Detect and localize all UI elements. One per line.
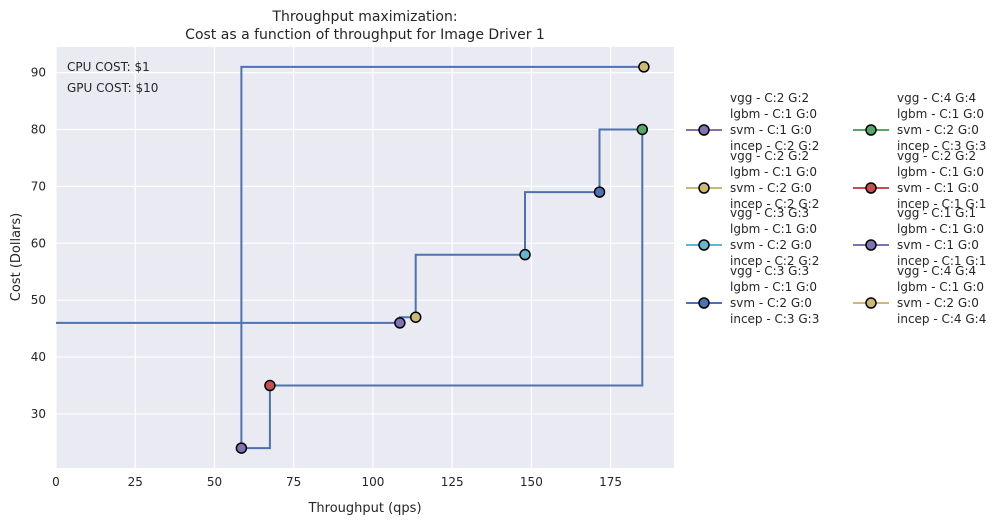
x-tick-label: 25 (128, 475, 143, 489)
legend-label-line: incep - C:2 G:2 (730, 139, 819, 153)
legend-label-line: svm - C:2 G:0 (730, 238, 812, 252)
legend-label-line: lgbm - C:1 G:0 (897, 222, 984, 236)
y-tick-label: 80 (31, 122, 46, 136)
legend-marker (865, 297, 877, 309)
data-points (235, 61, 650, 454)
legend-entry: vgg - C:3 G:3 lgbm - C:1 G:0 svm - C:2 G:0… (686, 206, 819, 268)
legend-label-line: vgg - C:3 G:3 (730, 264, 809, 278)
plot-area (56, 47, 674, 468)
y-tick-label: 60 (31, 236, 46, 250)
legend-label-line: vgg - C:1 G:1 (897, 206, 976, 220)
y-tick-label: 40 (31, 350, 46, 364)
legend-label-line: vgg - C:3 G:3 (730, 206, 809, 220)
legend-label-line: lgbm - C:1 G:0 (730, 280, 817, 294)
data-point (235, 442, 248, 454)
legend-label-line: incep - C:2 G:2 (730, 254, 819, 268)
data-point (593, 186, 606, 198)
legend-marker (865, 239, 877, 251)
legend-label-line: incep - C:1 G:1 (897, 197, 986, 211)
x-axis-label: Throughput (qps) (307, 501, 421, 516)
legend-label-line: svm - C:1 G:0 (730, 123, 812, 137)
legend-label-line: lgbm - C:1 G:0 (730, 107, 817, 121)
legend-entry: vgg - C:1 G:1 lgbm - C:1 G:0 svm - C:1 G:0… (853, 206, 986, 268)
x-tick-label: 50 (207, 475, 222, 489)
legend-label-line: vgg - C:2 G:2 (897, 149, 976, 163)
legend-marker (698, 182, 710, 194)
legend-marker (698, 124, 710, 136)
data-point (394, 317, 406, 329)
legend-label-line: svm - C:1 G:0 (897, 238, 979, 252)
data-point (519, 248, 531, 261)
legend-marker (865, 182, 877, 194)
legend-label-line: lgbm - C:1 G:0 (897, 107, 984, 121)
legend-label-line: vgg - C:2 G:2 (730, 149, 809, 163)
legend-label-line: svm - C:2 G:0 (897, 123, 979, 137)
legend-label-line: svm - C:2 G:0 (730, 296, 812, 310)
legend-entry: vgg - C:4 G:4 lgbm - C:1 G:0 svm - C:2 G:0… (853, 91, 986, 153)
x-tick-label: 100 (361, 475, 384, 489)
legend-label-line: incep - C:4 G:4 (897, 312, 986, 326)
y-tick-label: 50 (31, 293, 46, 307)
legend-label-line: lgbm - C:1 G:0 (730, 165, 817, 179)
legend-label-line: lgbm - C:1 G:0 (897, 165, 984, 179)
legend-label-line: lgbm - C:1 G:0 (730, 222, 817, 236)
legend-label-line: svm - C:2 G:0 (897, 296, 979, 310)
legend-label-line: svm - C:1 G:0 (897, 181, 979, 195)
x-tick-label: 0 (52, 475, 60, 489)
data-point (638, 61, 650, 73)
legend-marker (865, 124, 877, 136)
y-tick-label: 70 (31, 179, 46, 193)
legend-entry: vgg - C:3 G:3 lgbm - C:1 G:0 svm - C:2 G:0… (686, 264, 819, 326)
legend-label-line: incep - C:2 G:2 (730, 197, 819, 211)
legend-label-line: incep - C:3 G:3 (730, 312, 819, 326)
legend: vgg - C:2 G:2 lgbm - C:1 G:0 svm - C:1 G:0… (686, 91, 986, 326)
grid-lines (55, 47, 674, 468)
x-tick-label: 125 (441, 475, 464, 489)
tick-labels: 0 25 50 75 100 125 150 175 30 40 50 60 70 80 90 (31, 66, 622, 489)
x-tick-label: 150 (520, 475, 543, 489)
legend-label-line: vgg - C:2 G:2 (730, 91, 809, 105)
chart-title-line-2: Cost as a function of throughput for Ima… (185, 27, 545, 43)
legend-entry: vgg - C:4 G:4 lgbm - C:1 G:0 svm - C:2 G:0… (853, 264, 986, 326)
legend-marker (698, 297, 710, 309)
legend-entry: vgg - C:2 G:2 lgbm - C:1 G:0 svm - C:1 G:0… (686, 91, 819, 153)
data-point (636, 123, 649, 136)
legend-label-line: svm - C:2 G:0 (730, 181, 812, 195)
cpu-cost-annotation: CPU COST: $1 (67, 60, 150, 74)
data-point (264, 379, 276, 392)
legend-label-line: incep - C:1 G:1 (897, 254, 986, 268)
data-point (409, 311, 422, 323)
legend-marker (698, 239, 710, 251)
x-tick-label: 175 (599, 475, 622, 489)
legend-entry: vgg - C:2 G:2 lgbm - C:1 G:0 svm - C:2 G:0… (686, 149, 819, 211)
legend-entry: vgg - C:2 G:2 lgbm - C:1 G:0 svm - C:1 G:0… (853, 149, 986, 211)
legend-label-line: lgbm - C:1 G:0 (897, 280, 984, 294)
legend-label-line: incep - C:3 G:3 (897, 139, 986, 153)
cost-step-line (56, 65, 644, 450)
legend-label-line: vgg - C:4 G:4 (897, 264, 976, 278)
gpu-cost-annotation: GPU COST: $10 (67, 81, 158, 95)
y-axis-label: Cost (Dollars) (9, 213, 24, 301)
chart-title-line-1: Throughput maximization: (271, 9, 457, 25)
y-tick-label: 30 (31, 407, 46, 421)
legend-label-line: vgg - C:4 G:4 (897, 91, 976, 105)
x-tick-label: 75 (286, 475, 301, 489)
y-tick-label: 90 (31, 66, 46, 80)
